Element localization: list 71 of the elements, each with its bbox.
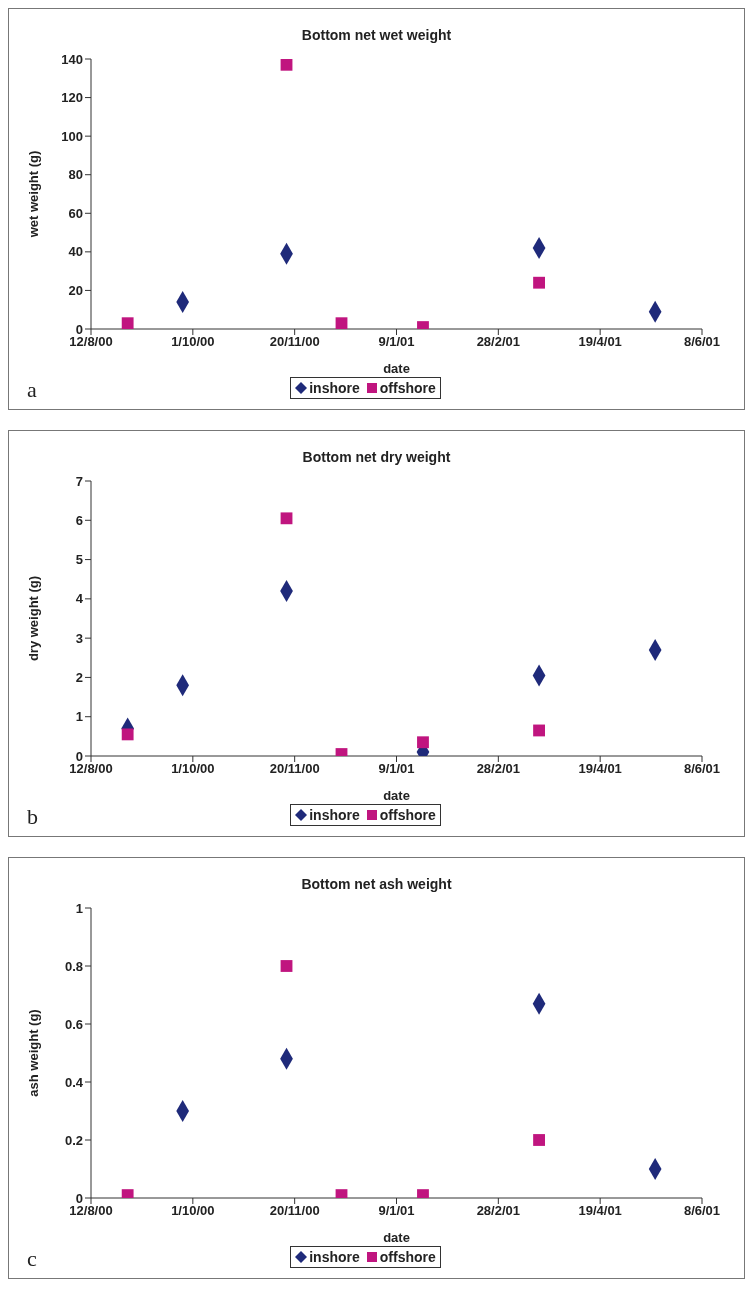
text: c [27, 1246, 37, 1272]
y-axis-title: ash weight (g) [25, 1009, 41, 1097]
x-axis-title: date [383, 1230, 410, 1245]
y-tick-label: 1 [75, 900, 83, 916]
x-tick-label: 19/4/01 [578, 334, 622, 350]
y-tick-label: 20 [68, 283, 83, 299]
y-tick-label: 0 [75, 321, 83, 337]
y-axis-title: dry weight (g) [25, 575, 41, 662]
y-tick-label: 0.6 [64, 1016, 83, 1032]
point [335, 317, 348, 329]
y-tick-label: 6 [75, 512, 83, 528]
chart-title: Bottom net ash weight [300, 875, 453, 894]
y-tick-label: 4 [75, 591, 84, 607]
x-tick-label: 1/10/00 [171, 334, 215, 350]
x-tick-label: 1/10/00 [171, 761, 215, 777]
point [280, 512, 293, 525]
y-tick-label: 3 [75, 630, 83, 646]
y-tick-label: 5 [75, 552, 83, 568]
legend-label: inshore [308, 1249, 360, 1265]
x-tick-label: 8/6/01 [683, 761, 721, 777]
x-tick-label: 20/11/00 [269, 334, 320, 350]
x-axis-title: date [383, 361, 410, 376]
y-tick-label: 0.2 [64, 1132, 83, 1148]
chart-title: Bottom net dry weight [301, 448, 452, 467]
text: b [27, 804, 38, 830]
legend-label: inshore [308, 807, 360, 823]
point [533, 724, 545, 737]
x-tick-label: 12/8/00 [69, 334, 113, 350]
legend-label: offshore [378, 807, 436, 823]
y-tick-label: 7 [75, 473, 83, 489]
point [533, 1134, 545, 1146]
legend-label: inshore [308, 380, 360, 396]
y-tick-label: 0.8 [64, 958, 83, 974]
y-tick-label: 1 [75, 709, 83, 725]
x-tick-label: 28/2/01 [476, 334, 521, 350]
y-axis-title: wet weight (g) [25, 150, 41, 239]
chart-title: Bottom net wet weight [300, 26, 453, 45]
point [533, 276, 545, 289]
point [121, 728, 134, 741]
y-tick-label: 80 [68, 167, 83, 183]
y-tick-label: 2 [75, 670, 83, 686]
x-tick-label: 9/1/01 [378, 334, 415, 350]
x-tick-label: 12/8/00 [69, 1203, 113, 1219]
point [280, 960, 293, 972]
y-tick-label: 40 [68, 244, 83, 260]
x-tick-label: 9/1/01 [378, 761, 415, 777]
x-tick-label: 19/4/01 [578, 1203, 622, 1219]
legend-label: offshore [378, 1249, 436, 1265]
x-tick-label: 20/11/00 [269, 761, 320, 777]
legend-label: offshore [378, 380, 436, 396]
y-tick-label: 60 [68, 205, 83, 221]
x-axis-title: date [383, 788, 410, 803]
y-tick-label: 140 [61, 51, 83, 67]
x-tick-label: 20/11/00 [269, 1203, 320, 1219]
x-tick-label: 28/2/01 [476, 761, 521, 777]
y-tick-label: 0.4 [64, 1074, 84, 1090]
y-tick-label: 100 [61, 128, 83, 144]
point [121, 317, 134, 329]
y-tick-label: 0 [75, 1190, 83, 1206]
point [280, 59, 293, 71]
y-tick-label: 0 [75, 748, 83, 764]
x-tick-label: 8/6/01 [683, 334, 721, 350]
x-tick-label: 19/4/01 [578, 761, 622, 777]
x-tick-label: 28/2/01 [476, 1203, 521, 1219]
x-tick-label: 12/8/00 [69, 761, 113, 777]
text: a [27, 377, 37, 403]
y-tick-label: 120 [61, 90, 83, 106]
x-tick-label: 8/6/01 [683, 1203, 721, 1219]
x-tick-label: 9/1/01 [378, 1203, 415, 1219]
x-tick-label: 1/10/00 [171, 1203, 215, 1219]
point [417, 736, 429, 749]
